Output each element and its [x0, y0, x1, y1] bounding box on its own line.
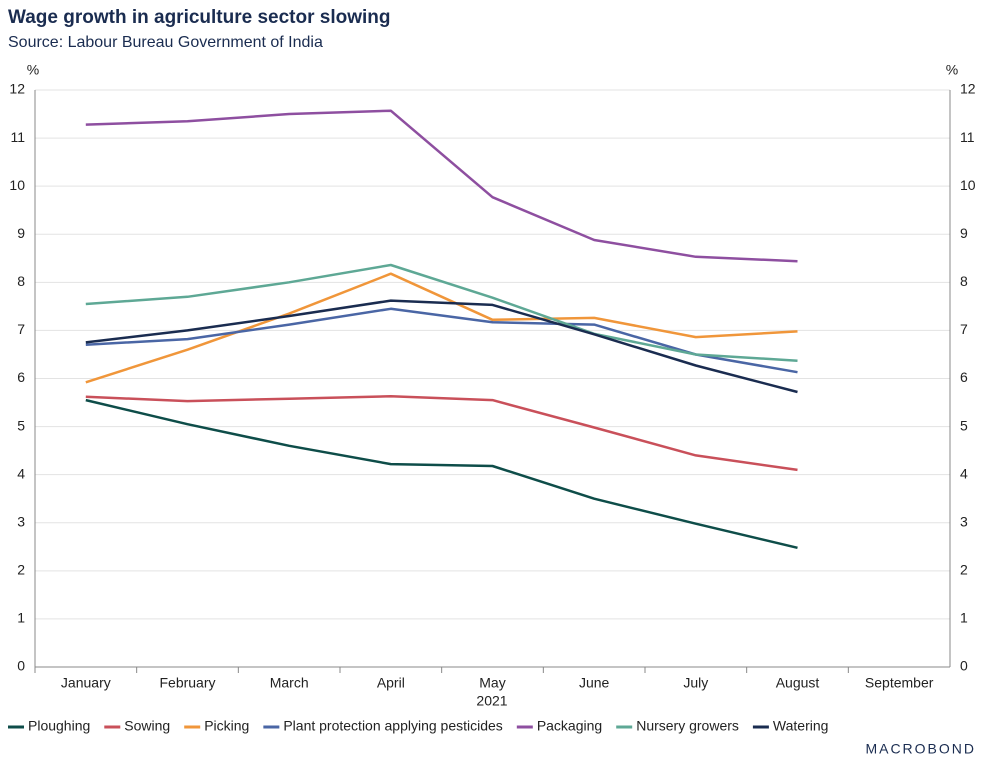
x-tick-label: February: [159, 675, 215, 691]
y-tick-label: 4: [17, 465, 25, 481]
x-tick-label: July: [683, 675, 708, 691]
y2-tick-label: 0: [960, 658, 968, 674]
x-axis-label: 2021: [476, 693, 507, 709]
series-line: [85, 263, 798, 362]
series-line: [85, 299, 798, 394]
y2-tick-label: 8: [960, 273, 968, 289]
legend-label: Picking: [204, 718, 249, 734]
chart-title: Wage growth in agriculture sector slowin…: [8, 7, 391, 28]
legend-label: Watering: [773, 718, 829, 734]
y-tick-label: 1: [17, 610, 25, 626]
series-line: [85, 109, 798, 263]
legend-label: Plant protection applying pesticides: [283, 718, 502, 734]
y-axis-label: %: [27, 62, 39, 78]
x-tick-label: August: [776, 675, 820, 691]
y2-tick-label: 6: [960, 369, 968, 385]
series-line: [85, 307, 798, 374]
y-tick-label: 11: [10, 129, 25, 145]
y2-tick-label: 11: [960, 129, 975, 145]
x-tick-label: June: [579, 675, 610, 691]
x-tick-label: March: [270, 675, 309, 691]
legend-label: Nursery growers: [636, 718, 739, 734]
y2-tick-label: 12: [960, 81, 976, 97]
y2-tick-label: 10: [960, 177, 976, 193]
brand: MACROBOND: [865, 741, 976, 757]
y-tick-label: 5: [17, 417, 25, 433]
y2-tick-label: 1: [960, 610, 968, 626]
y2-tick-label: 3: [960, 513, 968, 529]
y2-tick-label: 4: [960, 465, 968, 481]
series-line: [85, 272, 798, 384]
legend-label: Sowing: [124, 718, 170, 734]
y-tick-label: 6: [17, 369, 25, 385]
y-tick-label: 9: [17, 225, 25, 241]
y-tick-label: 2: [17, 562, 25, 578]
y-tick-label: 3: [17, 513, 25, 529]
y-tick-label: 0: [17, 658, 25, 674]
y2-tick-label: 5: [960, 417, 968, 433]
x-tick-label: May: [479, 675, 505, 691]
y-tick-label: 10: [9, 177, 25, 193]
x-tick-label: January: [61, 675, 111, 691]
x-tick-label: April: [377, 675, 405, 691]
series-line: [85, 398, 798, 550]
chart-subtitle: Source: Labour Bureau Government of Indi…: [8, 34, 323, 51]
y2-tick-label: 7: [960, 321, 968, 337]
y-tick-label: 12: [9, 81, 25, 97]
y2-axis-label: %: [946, 62, 958, 78]
y-tick-label: 8: [17, 273, 25, 289]
legend-label: Ploughing: [28, 718, 90, 734]
y-tick-label: 7: [17, 321, 25, 337]
y2-tick-label: 2: [960, 562, 968, 578]
series-line: [85, 395, 798, 472]
legend-label: Packaging: [537, 718, 602, 734]
y2-tick-label: 9: [960, 225, 968, 241]
x-tick-label: September: [865, 675, 934, 691]
